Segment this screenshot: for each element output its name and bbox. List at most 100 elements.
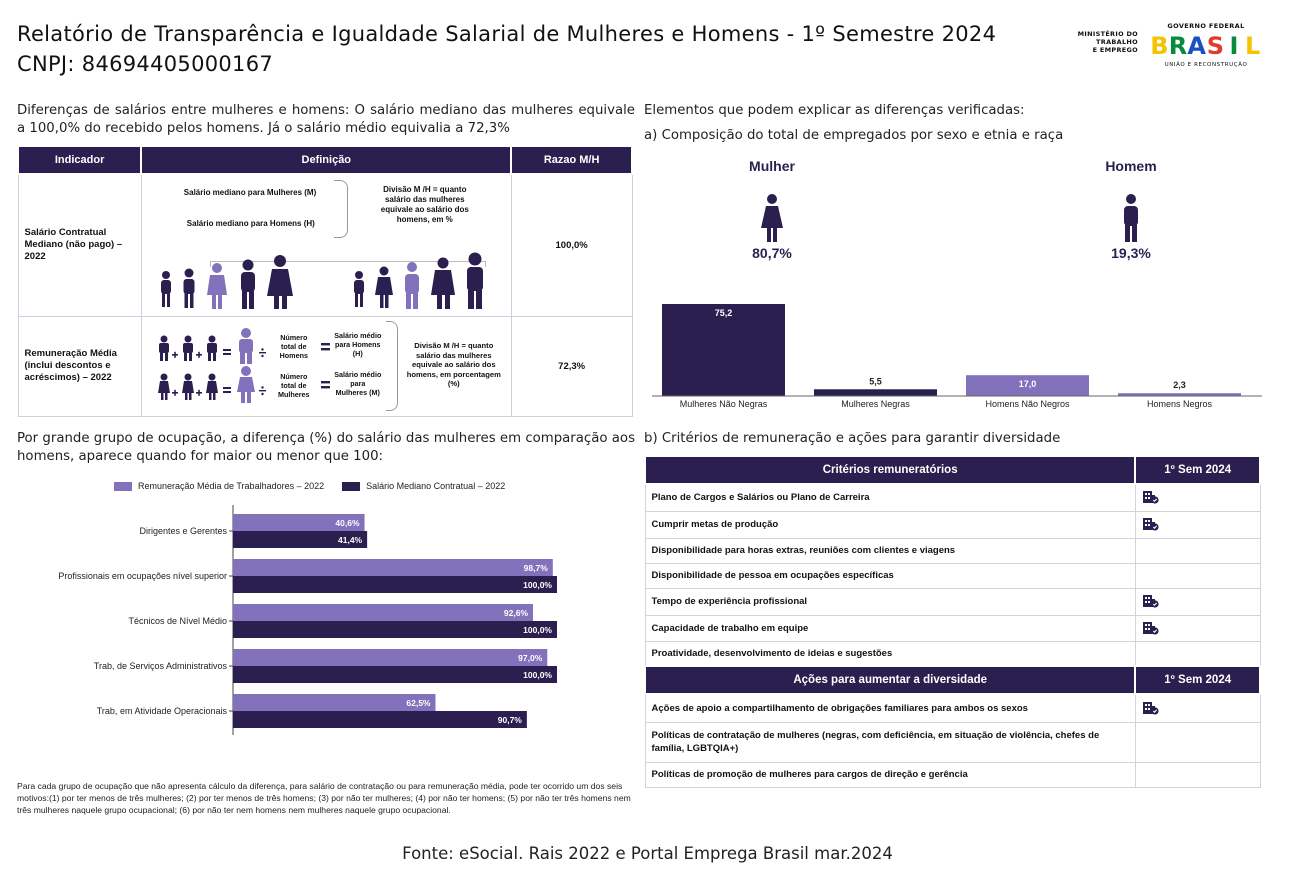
page-title: Relatório de Transparência e Igualdade S…	[17, 19, 996, 79]
category-label: Mulheres Não Negras	[680, 399, 768, 409]
criteria-label: Disponibilidade para horas extras, reuni…	[644, 537, 1136, 564]
right-heading: Elementos que podem explicar as diferenç…	[644, 103, 1025, 118]
bar-value-label: 5,5	[869, 376, 882, 386]
criteria-status	[1134, 693, 1261, 723]
composition-bar	[966, 375, 1089, 396]
mulher-percent: 80,7%	[752, 245, 792, 261]
criteria-status	[1134, 640, 1261, 667]
category-label: Mulheres Negras	[841, 399, 910, 409]
criteria-label: Capacidade de trabalho em equipe	[644, 614, 1136, 642]
bar-value-label: 100,0%	[523, 625, 552, 635]
table-row: Disponibilidade para horas extras, reuni…	[644, 537, 1261, 564]
government-logos: MINISTÉRIO DO TRABALHO E EMPREGO GOVERNO…	[1062, 22, 1262, 72]
criteria-label: Políticas de contratação de mulheres (ne…	[644, 721, 1136, 763]
occupation-chart-legend: Remuneração Média de Trabalhadores – 202…	[114, 481, 505, 491]
criteria-status	[1134, 614, 1261, 642]
criteria-label: Cumprir metas de produção	[644, 510, 1136, 539]
criteria-status	[1134, 510, 1261, 539]
legend-swatch-media	[114, 481, 132, 491]
occupation-bar-chart: Dirigentes e Gerentes 40,6% 41,4% Profissio…	[58, 505, 557, 735]
composition-bar-chart: 75,2 Mulheres Não Negras 5,5 Mulheres Negra…	[652, 304, 1262, 409]
occupation-bar	[233, 531, 368, 548]
category-label: Homens Não Negros	[985, 399, 1070, 409]
legend-label-media: Remuneração Média de Trabalhadores – 202…	[138, 481, 325, 491]
category-label: Homens Negros	[1147, 399, 1213, 409]
building-check-icon	[1142, 595, 1159, 608]
bar-value-label: 41,4%	[338, 535, 363, 545]
source-text: Fonte: eSocial. Rais 2022 e Portal Empre…	[402, 844, 893, 863]
bar-value-label: 92,6%	[504, 608, 529, 618]
ratio-media: 72,3%	[510, 315, 633, 417]
category-label: Trab, de Serviços Administrativos	[94, 661, 228, 671]
category-label: Dirigentes e Gerentes	[139, 526, 227, 536]
table-row: Ações de apoio a compartilhamento de obr…	[644, 693, 1261, 723]
people-formula-icons	[157, 328, 266, 403]
criteria-subheading: b) Critérios de remuneração e ações para…	[644, 431, 1061, 446]
criteria-status	[1134, 587, 1261, 616]
actions-header: Ações para aumentar a diversidade	[643, 665, 1137, 695]
people-icons-mediano	[160, 252, 483, 310]
actions-header-row: Ações para aumentar a diversidade 1º Sem …	[643, 665, 1261, 695]
criteria-label: Tempo de experiência profissional	[644, 587, 1136, 616]
occupation-bar	[233, 559, 553, 576]
homem-label: Homem	[1105, 158, 1157, 174]
building-check-icon	[1142, 621, 1159, 635]
criteria-label: Políticas de promoção de mulheres para c…	[644, 761, 1136, 788]
semester-header: 1º Sem 2024	[1134, 665, 1261, 695]
mulher-label: Mulher	[749, 158, 795, 174]
salary-intro-text: Diferenças de salários entre mulheres e …	[17, 103, 635, 136]
criteria-status	[1134, 562, 1261, 589]
indicator-mediano: Salário Contratual Mediano (não pago) – …	[17, 173, 142, 317]
table-row: Salário Contratual Mediano (não pago) – …	[17, 173, 633, 317]
occupation-bar	[233, 711, 527, 728]
ministry-logo: MINISTÉRIO DO TRABALHO E EMPREGO	[1077, 30, 1138, 54]
bar-value-label: 62,5%	[406, 698, 431, 708]
occupation-bar	[233, 666, 557, 683]
bar-value-label: 97,0%	[518, 653, 543, 663]
table-row: Remuneração Média (inclui descontos e ac…	[17, 315, 633, 417]
table-row: Plano de Cargos e Salários ou Plano de C…	[644, 483, 1261, 512]
footnote: Para cada grupo de ocupação que não apre…	[17, 781, 631, 815]
bracket	[333, 180, 348, 239]
title-line-1: Relatório de Transparência e Igualdade S…	[17, 22, 997, 46]
building-check-icon	[1142, 701, 1159, 715]
occupation-bar	[233, 604, 534, 621]
occupation-bar	[233, 649, 548, 666]
definition-media: Número total de Homens Número total de M…	[140, 315, 512, 417]
occupation-bar	[233, 621, 557, 638]
composition-bar	[662, 304, 785, 396]
building-check-icon	[1142, 518, 1159, 531]
criteria-label: Disponibilidade de pessoa em ocupações e…	[644, 562, 1136, 589]
definition-mediano: Salário mediano para Mulheres (M) Salári…	[140, 173, 512, 317]
col-indicador: Indicador	[16, 145, 143, 175]
bar-value-label: 90,7%	[498, 715, 523, 725]
indicator-media: Remuneração Média (inclui descontos e ac…	[17, 315, 142, 417]
occupation-intro-text: Por grande grupo de ocupação, a diferenç…	[17, 431, 635, 464]
ratio-mediano: 100,0%	[510, 173, 633, 317]
semester-header: 1º Sem 2024	[1134, 455, 1261, 485]
criteria-status	[1134, 721, 1261, 763]
occupation-bar	[233, 694, 436, 711]
composition-bar	[1118, 393, 1241, 396]
table-row: Proatividade, desenvolvimento de ideias …	[644, 640, 1261, 667]
indicator-table: Indicador Definição Razao M/H Salário Co…	[16, 145, 633, 417]
table-row: Capacidade de trabalho em equipe	[644, 614, 1261, 642]
col-definicao: Definição	[140, 145, 513, 175]
criteria-table: Critérios remuneratórios 1º Sem 2024 Pla…	[643, 455, 1261, 788]
criteria-label: Proatividade, desenvolvimento de ideias …	[644, 640, 1136, 667]
legend-swatch-mediano	[342, 481, 361, 491]
occupation-bar	[233, 514, 365, 531]
criteria-label: Ações de apoio a compartilhamento de obr…	[644, 693, 1136, 723]
criteria-status	[1134, 483, 1261, 512]
bar-value-label: 2,3	[1173, 380, 1186, 390]
bar-value-label: 100,0%	[523, 670, 552, 680]
bar-value-label: 40,6%	[335, 518, 360, 528]
building-check-icon	[1142, 491, 1159, 504]
criteria-header-row: Critérios remuneratórios 1º Sem 2024	[643, 455, 1261, 485]
criteria-header: Critérios remuneratórios	[643, 455, 1137, 485]
occupation-bar	[233, 576, 557, 593]
woman-icon	[761, 194, 783, 242]
bar-value-label: 100,0%	[523, 580, 552, 590]
